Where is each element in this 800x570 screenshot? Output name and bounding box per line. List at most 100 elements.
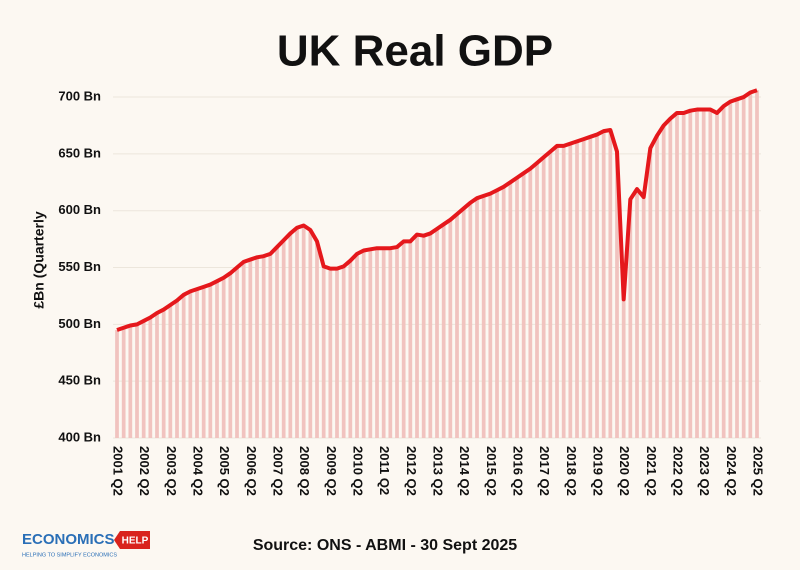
bar xyxy=(261,256,266,438)
bar xyxy=(428,233,433,438)
bar xyxy=(415,234,419,438)
x-tick-label: 2016 Q2 xyxy=(511,446,526,496)
bar xyxy=(635,189,639,438)
bar xyxy=(748,92,753,438)
bar xyxy=(188,291,193,438)
bar xyxy=(588,136,593,439)
bar xyxy=(375,248,379,438)
x-tick-label: 2024 Q2 xyxy=(724,446,739,496)
bar xyxy=(421,235,426,438)
bar xyxy=(468,202,473,438)
bar xyxy=(455,214,459,438)
x-tick-label: 2014 Q2 xyxy=(457,446,472,496)
x-tick-label: 2023 Q2 xyxy=(697,446,712,496)
bar xyxy=(121,327,126,438)
x-tick-label: 2019 Q2 xyxy=(591,446,606,496)
source-note: Source: ONS - ABMI - 30 Sept 2025 xyxy=(253,537,517,554)
bar xyxy=(575,141,579,438)
x-tick-label: 2008 Q2 xyxy=(297,446,312,496)
bar xyxy=(315,241,319,438)
bar xyxy=(648,148,653,438)
chart-title: UK Real GDP xyxy=(277,27,553,76)
bar xyxy=(388,248,393,438)
x-tick-label: 2021 Q2 xyxy=(644,446,659,496)
bar xyxy=(608,130,613,438)
bar xyxy=(561,145,566,438)
x-tick-label: 2003 Q2 xyxy=(164,446,179,496)
bar xyxy=(448,219,453,438)
x-tick-label: 2001 Q2 xyxy=(111,446,126,496)
x-tick-label: 2009 Q2 xyxy=(324,446,339,496)
bar xyxy=(615,151,619,438)
bar xyxy=(715,112,719,438)
bar xyxy=(641,197,646,438)
bar xyxy=(128,325,133,438)
bar xyxy=(281,240,286,438)
logo-tagline: HELPING TO SIMPLIFY ECONOMICS xyxy=(22,552,117,558)
bar xyxy=(688,110,693,438)
bar xyxy=(481,195,486,438)
bar xyxy=(155,312,159,438)
bar xyxy=(721,106,726,438)
bar xyxy=(308,230,313,438)
bar xyxy=(195,289,199,438)
bar xyxy=(661,125,666,438)
bar xyxy=(548,151,553,438)
x-tick-label: 2004 Q2 xyxy=(191,446,206,496)
x-tick-label: 2022 Q2 xyxy=(671,446,686,496)
bar xyxy=(555,145,559,438)
bar xyxy=(241,261,246,438)
x-tick-label: 2015 Q2 xyxy=(484,446,499,496)
y-tick-label: 450 Bn xyxy=(58,373,101,388)
bar xyxy=(508,182,513,438)
bar xyxy=(301,225,306,438)
bar xyxy=(295,227,299,438)
x-tick-label: 2017 Q2 xyxy=(537,446,552,496)
bar xyxy=(528,168,533,438)
bar xyxy=(141,320,146,438)
bar xyxy=(728,101,733,438)
bar xyxy=(228,273,233,438)
bar xyxy=(441,224,446,438)
bar xyxy=(381,248,386,438)
bar xyxy=(395,247,399,438)
bar xyxy=(161,309,166,438)
bar xyxy=(148,317,153,438)
y-tick-label: 650 Bn xyxy=(58,145,101,160)
bar xyxy=(695,109,699,439)
bar xyxy=(181,294,186,438)
bar xyxy=(595,134,599,439)
bar xyxy=(535,162,539,438)
y-tick-label: 600 Bn xyxy=(58,202,101,217)
y-axis-label: £Bn (Quarterly xyxy=(31,211,47,308)
bar xyxy=(235,267,239,438)
bar xyxy=(335,268,339,438)
x-tick-label: 2010 Q2 xyxy=(351,446,366,496)
bar xyxy=(215,281,219,438)
bar xyxy=(135,324,139,438)
y-tick-label: 500 Bn xyxy=(58,316,101,331)
x-tick-label: 2020 Q2 xyxy=(617,446,632,496)
x-tick-label: 2018 Q2 xyxy=(564,446,579,496)
bar xyxy=(655,135,659,438)
bar xyxy=(361,250,366,438)
bar xyxy=(268,253,273,438)
x-tick-label: 2012 Q2 xyxy=(404,446,419,496)
bar xyxy=(401,241,406,438)
logo-tag xyxy=(114,531,150,549)
bar xyxy=(701,109,706,439)
bar xyxy=(341,266,346,438)
bar xyxy=(368,249,373,438)
bar xyxy=(321,266,326,438)
bar xyxy=(708,109,713,439)
bar xyxy=(515,177,519,438)
bar xyxy=(255,257,259,438)
x-tick-label: 2005 Q2 xyxy=(217,446,232,496)
x-tick-label: 2013 Q2 xyxy=(431,446,446,496)
bar xyxy=(501,186,506,438)
bar xyxy=(168,305,173,438)
bar xyxy=(461,208,466,438)
bar xyxy=(475,198,479,438)
